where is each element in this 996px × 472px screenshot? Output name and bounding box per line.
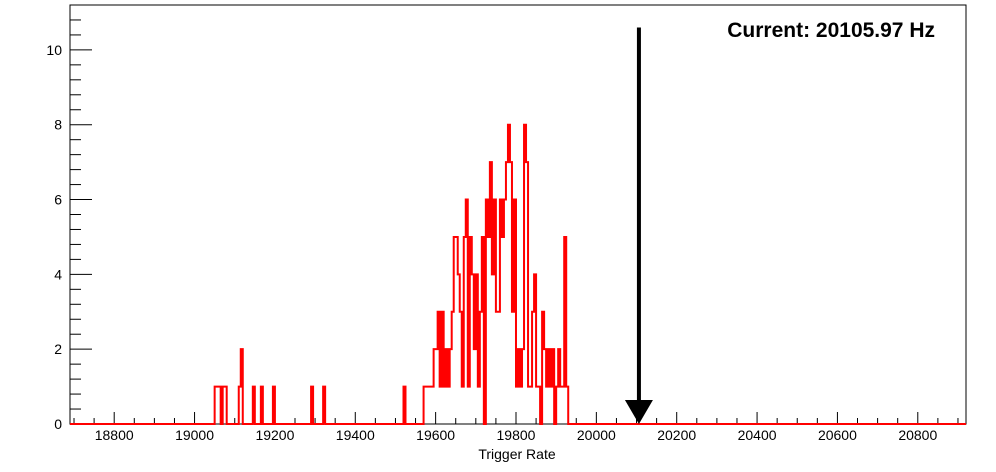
y-axis-ticks: 0 2 4 6 8 10 [46, 4, 92, 432]
y-tick-label: 4 [54, 266, 62, 282]
current-rate-arrow-head [624, 400, 653, 424]
x-tick-label: 18800 [95, 427, 134, 443]
x-axis-title: Trigger Rate [478, 446, 556, 462]
y-tick-label: 10 [46, 42, 62, 58]
x-tick-label: 20600 [818, 427, 857, 443]
x-tick-label: 20400 [738, 427, 777, 443]
current-rate-annotation: Current: 20105.97 Hz [727, 19, 935, 42]
x-tick-label: 20200 [657, 427, 696, 443]
y-tick-label: 8 [54, 117, 62, 133]
y-tick-label: 0 [54, 416, 62, 432]
x-tick-label: 19000 [175, 427, 214, 443]
x-tick-label: 20000 [577, 427, 616, 443]
x-tick-label: 19800 [497, 427, 536, 443]
x-tick-label: 20800 [898, 427, 937, 443]
x-tick-label: 19600 [416, 427, 455, 443]
x-tick-label: 19200 [255, 427, 294, 443]
y-tick-label: 6 [54, 192, 62, 208]
x-axis-ticks: 18800 19000 19200 19400 19600 19800 20000 20200… [73, 412, 959, 443]
histogram-series-line [70, 123, 966, 425]
x-tick-label: 19400 [336, 427, 375, 443]
y-tick-label: 2 [54, 341, 62, 357]
